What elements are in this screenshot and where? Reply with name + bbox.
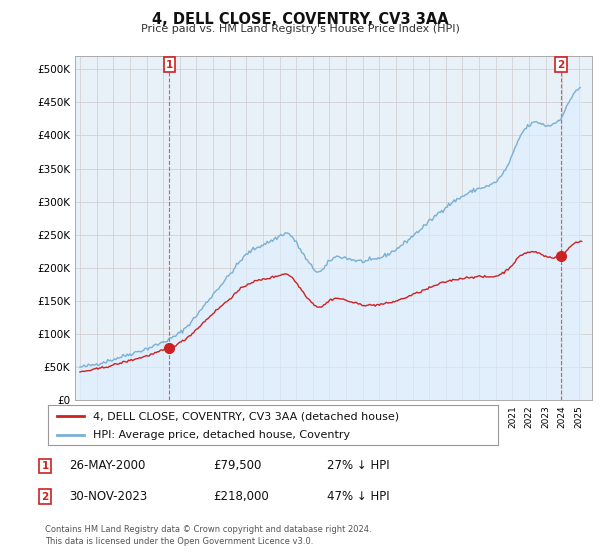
Text: 2: 2 [557,59,565,69]
Text: 4, DELL CLOSE, COVENTRY, CV3 3AA: 4, DELL CLOSE, COVENTRY, CV3 3AA [152,12,448,27]
Text: 30-NOV-2023: 30-NOV-2023 [69,490,147,503]
Text: £79,500: £79,500 [213,459,262,473]
Text: 27% ↓ HPI: 27% ↓ HPI [327,459,389,473]
Text: 1: 1 [166,59,173,69]
Text: £218,000: £218,000 [213,490,269,503]
Text: Price paid vs. HM Land Registry's House Price Index (HPI): Price paid vs. HM Land Registry's House … [140,24,460,34]
Text: Contains HM Land Registry data © Crown copyright and database right 2024.
This d: Contains HM Land Registry data © Crown c… [45,525,371,546]
Text: 47% ↓ HPI: 47% ↓ HPI [327,490,389,503]
Text: 26-MAY-2000: 26-MAY-2000 [69,459,145,473]
Text: HPI: Average price, detached house, Coventry: HPI: Average price, detached house, Cove… [93,430,350,440]
Text: 2: 2 [41,492,49,502]
Text: 4, DELL CLOSE, COVENTRY, CV3 3AA (detached house): 4, DELL CLOSE, COVENTRY, CV3 3AA (detach… [93,411,399,421]
Text: 1: 1 [41,461,49,471]
